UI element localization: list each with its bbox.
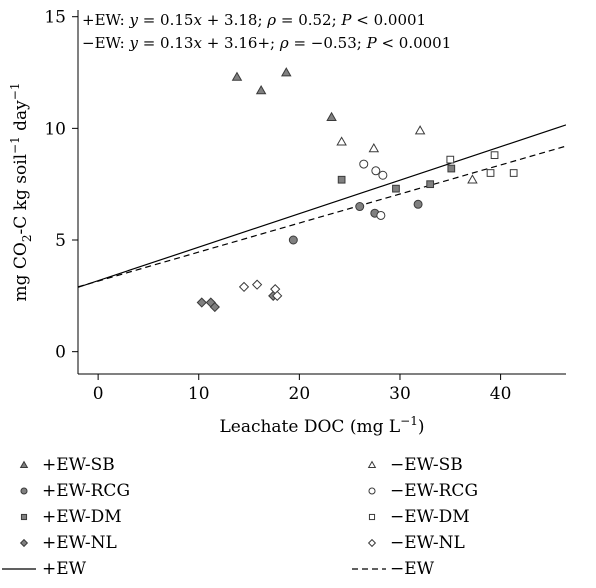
point-series4-2 xyxy=(414,125,426,135)
legend-fit-label-0: +EW xyxy=(42,559,87,579)
point-series4-3 xyxy=(467,174,478,184)
legend-marker-0-0 xyxy=(19,460,29,469)
legend: +EW-SB +EW-RCG +EW-DM +EW-NL −EW-SB −EW-RCG −E… xyxy=(2,455,478,579)
point-series7-0 xyxy=(238,281,250,293)
legend-label-1-1: −EW-RCG xyxy=(390,481,478,501)
x-tick-label: 0 xyxy=(93,384,104,404)
fit-line-plus-ew xyxy=(78,124,566,288)
legend-marker-0-2 xyxy=(20,513,28,521)
legend-marker-1-1 xyxy=(368,487,376,495)
y-axis-label: mg CO2-C kg soil−1 day−1 xyxy=(8,82,34,301)
legend-marker-0-3 xyxy=(19,538,29,548)
y-tick-label: 0 xyxy=(55,343,66,363)
point-series2-2 xyxy=(426,180,435,189)
legend-label-1-3: −EW-NL xyxy=(390,533,465,553)
point-series1-1 xyxy=(355,202,365,212)
point-series2-3 xyxy=(447,164,456,173)
x-tick-label: 20 xyxy=(289,384,311,404)
point-series0-0 xyxy=(231,71,243,81)
point-series5-3 xyxy=(376,210,386,220)
point-series0-2 xyxy=(281,67,292,77)
point-series3-2 xyxy=(209,301,220,313)
x-axis-label: Leachate DOC (mg L−1) xyxy=(219,414,424,437)
point-series7-3 xyxy=(272,290,283,301)
legend-marker-1-3 xyxy=(367,538,377,548)
y-tick-label: 15 xyxy=(44,8,66,28)
point-series0-1 xyxy=(255,84,267,95)
legend-label-1-0: −EW-SB xyxy=(390,455,463,475)
legend-label-0-2: +EW-DM xyxy=(42,507,122,527)
point-series7-1 xyxy=(251,279,263,290)
point-series6-3 xyxy=(509,169,518,177)
x-tick-label: 10 xyxy=(188,384,210,404)
x-tick-label: 40 xyxy=(490,384,512,404)
regression-annotation-1: +EW: y = 0.15x + 3.18; ρ = 0.52; P < 0.0… xyxy=(82,11,426,29)
point-series5-0 xyxy=(359,159,369,169)
regression-annotation-2: −EW: y = 0.13x + 3.16+; ρ = −0.53; P < 0… xyxy=(82,34,451,52)
point-series6-1 xyxy=(490,151,499,160)
point-series0-3 xyxy=(326,111,337,121)
legend-marker-1-0 xyxy=(367,460,377,469)
point-series2-0 xyxy=(337,175,346,184)
plot-area xyxy=(78,67,566,313)
legend-label-0-0: +EW-SB xyxy=(42,455,115,475)
point-series6-2 xyxy=(486,169,495,177)
point-series6-0 xyxy=(446,155,455,164)
fit-line-minus-ew xyxy=(78,145,566,288)
point-series1-0 xyxy=(288,235,298,245)
regression-annotations: +EW: y = 0.15x + 3.18; ρ = 0.52; P < 0.0… xyxy=(82,11,451,52)
axes: 0 10 20 30 40 0 5 10 15 Leachate DOC (mg L−1) mg C… xyxy=(8,8,566,437)
legend-marker-0-1 xyxy=(20,487,28,495)
point-series5-1 xyxy=(371,166,381,176)
legend-label-0-3: +EW-NL xyxy=(42,533,117,553)
legend-label-0-1: +EW-RCG xyxy=(42,481,130,501)
point-series3-0 xyxy=(196,297,207,308)
point-series4-0 xyxy=(336,136,347,146)
point-series4-1 xyxy=(368,143,380,153)
point-series1-3 xyxy=(413,199,423,209)
x-tick-label: 30 xyxy=(389,384,411,404)
legend-label-1-2: −EW-DM xyxy=(390,507,470,527)
legend-marker-1-2 xyxy=(368,513,376,521)
y-tick-label: 10 xyxy=(44,119,66,139)
y-tick-label: 5 xyxy=(55,231,66,251)
point-series2-1 xyxy=(392,184,400,193)
legend-fit-label-1: −EW xyxy=(390,559,435,579)
point-series5-2 xyxy=(378,170,388,180)
